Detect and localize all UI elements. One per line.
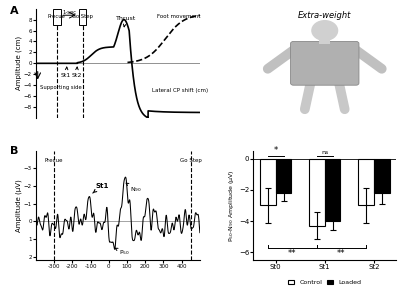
Y-axis label: Amplitude (cm): Amplitude (cm) (16, 36, 22, 90)
Text: Foot movement: Foot movement (157, 14, 200, 19)
Text: ns: ns (321, 151, 328, 155)
Text: N$_{90}$: N$_{90}$ (126, 183, 142, 194)
Text: Precue: Precue (48, 14, 66, 19)
Circle shape (312, 21, 338, 40)
Text: Go Step: Go Step (180, 158, 202, 163)
Bar (325, 159, 340, 221)
FancyBboxPatch shape (319, 37, 330, 44)
Bar (374, 159, 390, 193)
Text: St2: St2 (71, 67, 82, 78)
Text: **: ** (288, 249, 297, 258)
Text: A: A (10, 6, 18, 16)
FancyBboxPatch shape (290, 41, 359, 85)
Text: Thrust: Thrust (116, 16, 136, 27)
Legend: Control, Loaded: Control, Loaded (286, 277, 364, 288)
Text: St1: St1 (61, 67, 71, 78)
Text: Supporting side: Supporting side (40, 85, 82, 90)
Text: Extra-weight: Extra-weight (298, 11, 352, 20)
Bar (358, 159, 374, 205)
Text: P$_{50}$: P$_{50}$ (115, 248, 130, 257)
Text: St1: St1 (93, 183, 108, 193)
Text: Precue: Precue (45, 158, 64, 163)
Text: **: ** (337, 249, 346, 258)
Y-axis label: Amplitude (μV): Amplitude (μV) (16, 179, 22, 232)
Text: Lateral CP shift (cm): Lateral CP shift (cm) (152, 88, 208, 93)
Y-axis label: P$_{50}$-N$_{90}$ Amplitude (μV): P$_{50}$-N$_{90}$ Amplitude (μV) (227, 169, 236, 242)
Bar (276, 159, 291, 193)
Text: *: * (274, 147, 278, 155)
Bar (309, 159, 325, 226)
Text: Go Step: Go Step (72, 14, 93, 19)
Text: 1-sec: 1-sec (62, 10, 77, 15)
Text: B: B (10, 147, 18, 156)
FancyBboxPatch shape (53, 9, 60, 25)
FancyBboxPatch shape (79, 9, 86, 25)
Bar (260, 159, 276, 205)
